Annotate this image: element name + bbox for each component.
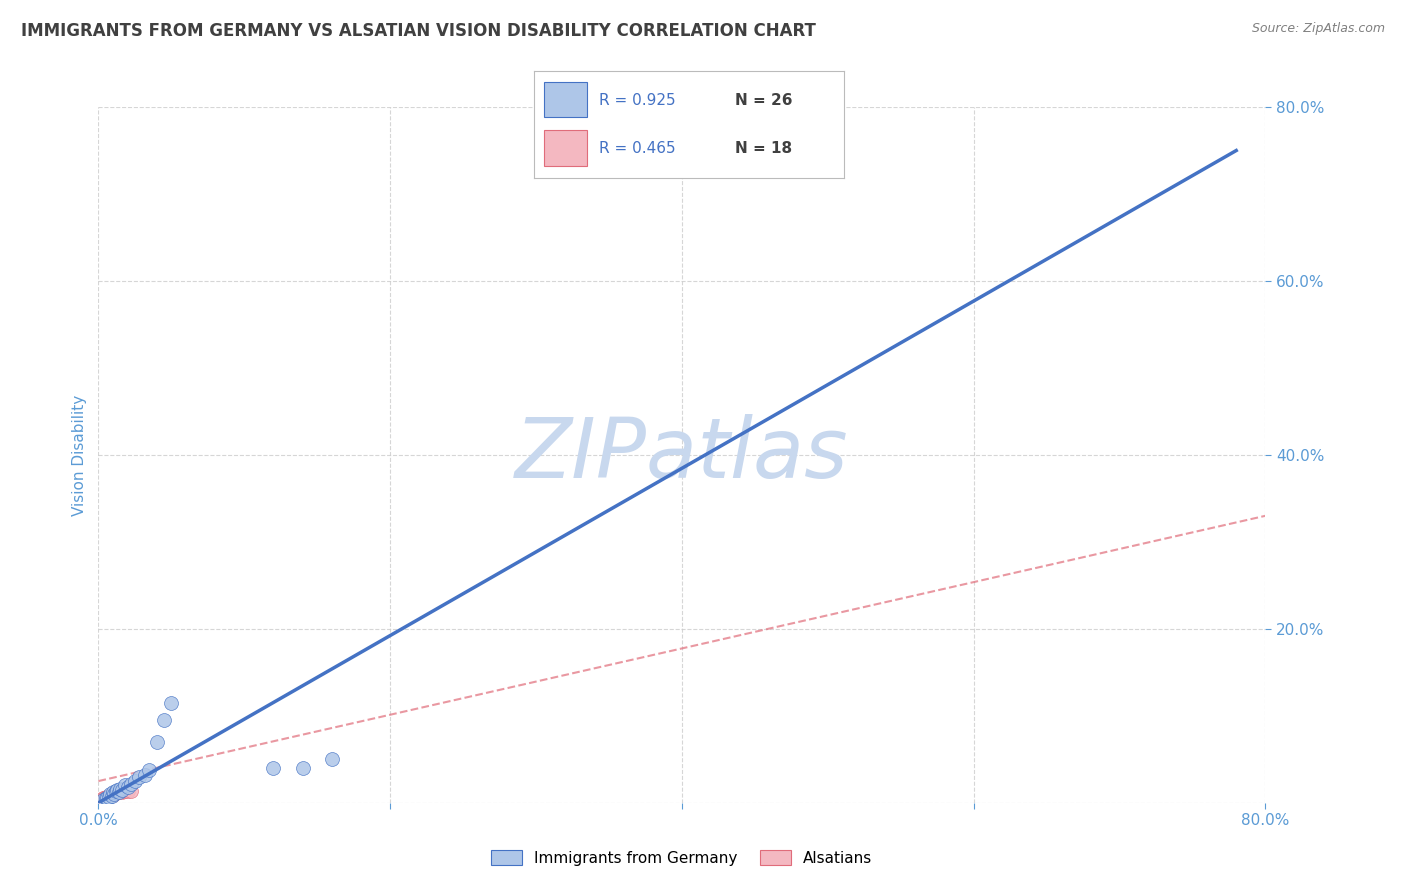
Point (90, 793, 112, 807)
Text: N = 26: N = 26 (735, 93, 793, 108)
Text: R = 0.465: R = 0.465 (599, 141, 676, 156)
Point (97, 789, 120, 804)
Point (105, 785, 128, 799)
Point (321, 752, 343, 766)
Point (97, 789, 120, 803)
Point (98, 787, 121, 801)
Point (100, 789, 122, 803)
Point (114, 784, 136, 798)
Point (110, 781, 132, 796)
Point (101, 785, 124, 799)
Point (138, 763, 160, 777)
Point (153, 713, 176, 727)
Point (114, 778, 136, 792)
Point (96, 789, 118, 804)
Point (98, 789, 121, 803)
Point (291, 761, 314, 775)
Point (110, 784, 132, 798)
Point (104, 784, 127, 798)
Point (160, 696, 183, 710)
Point (94, 791, 117, 805)
Point (91, 791, 114, 805)
Point (120, 777, 142, 791)
Point (120, 783, 142, 797)
Point (103, 787, 125, 801)
Point (262, 761, 284, 775)
Bar (544, 82, 586, 118)
Point (96, 790, 118, 805)
Point (101, 788, 124, 802)
Point (134, 768, 156, 782)
Text: Source: ZipAtlas.com: Source: ZipAtlas.com (1251, 22, 1385, 36)
Text: ZIPatlas: ZIPatlas (515, 415, 849, 495)
Point (128, 770, 150, 784)
Point (108, 785, 131, 799)
Point (105, 782, 128, 797)
Bar (544, 130, 586, 166)
Y-axis label: Vision Disability: Vision Disability (72, 394, 87, 516)
Point (103, 787, 125, 801)
Point (124, 774, 146, 789)
Text: N = 18: N = 18 (735, 141, 793, 156)
Point (117, 780, 139, 794)
Point (93, 791, 115, 805)
Text: IMMIGRANTS FROM GERMANY VS ALSATIAN VISION DISABILITY CORRELATION CHART: IMMIGRANTS FROM GERMANY VS ALSATIAN VISI… (21, 22, 815, 40)
Text: R = 0.925: R = 0.925 (599, 93, 676, 108)
Point (111, 785, 134, 799)
Point (91, 793, 114, 807)
Legend: Immigrants from Germany, Alsatians: Immigrants from Germany, Alsatians (485, 844, 879, 871)
Point (117, 784, 139, 798)
Point (111, 782, 134, 797)
Point (100, 787, 122, 801)
Point (108, 785, 131, 799)
Point (104, 786, 127, 800)
Point (146, 735, 169, 749)
Point (94, 789, 117, 804)
